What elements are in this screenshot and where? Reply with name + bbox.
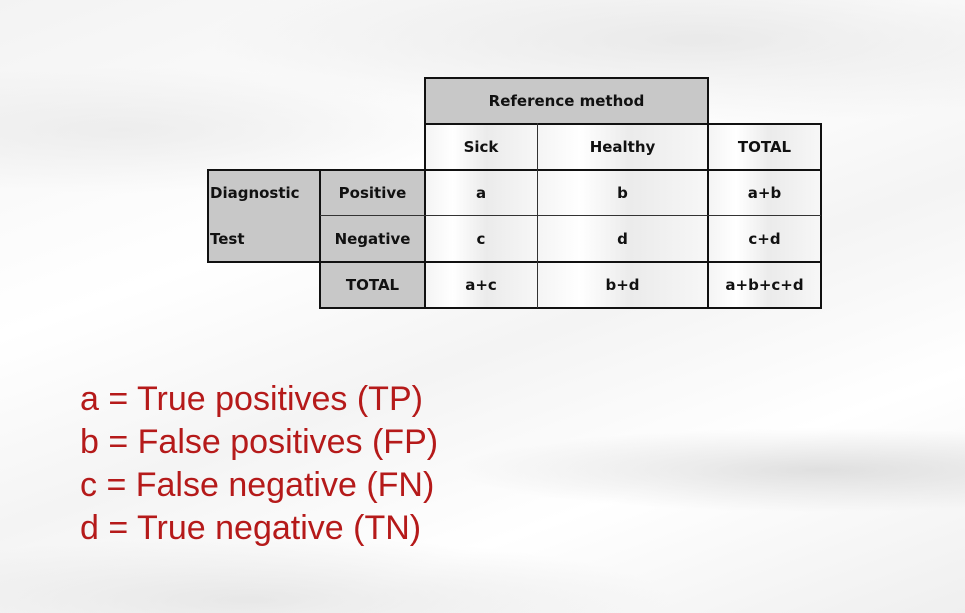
legend-item-fn: c = False negative (FN): [80, 466, 435, 504]
cell-total-sick: a+c: [425, 262, 537, 308]
column-header-healthy: Healthy: [537, 124, 708, 170]
row-group-label-diagnostic: Diagnostic: [210, 184, 300, 202]
table-border: [207, 261, 822, 263]
legend: a = True positives (TP) b = False positi…: [80, 378, 438, 550]
legend-item-tn: d = True negative (TN): [80, 509, 422, 547]
cell-negative-total: c+d: [708, 216, 821, 262]
table-border: [707, 77, 709, 308]
cell-negative-healthy: d: [537, 216, 708, 262]
table-border: [319, 307, 822, 309]
column-header-total: TOTAL: [708, 124, 821, 170]
column-header-sick: Sick: [425, 124, 537, 170]
reference-method-header: Reference method: [425, 78, 708, 124]
row-group-label-bg: [208, 170, 320, 262]
table-border: [207, 169, 822, 171]
cell-positive-sick: a: [425, 170, 537, 216]
table-gridline: [320, 215, 821, 216]
cell-total-healthy: b+d: [537, 262, 708, 308]
cell-positive-total: a+b: [708, 170, 821, 216]
cell-negative-sick: c: [425, 216, 537, 262]
table-border: [319, 169, 321, 308]
row-label-negative: Negative: [320, 216, 425, 262]
row-label-total: TOTAL: [320, 262, 425, 308]
table-border: [424, 77, 426, 308]
legend-item-tp: a = True positives (TP): [80, 380, 423, 418]
row-group-label-test: Test: [210, 230, 245, 248]
row-label-positive: Positive: [320, 170, 425, 216]
cell-positive-healthy: b: [537, 170, 708, 216]
legend-item-fp: b = False positives (FP): [80, 423, 439, 461]
table-border: [424, 77, 709, 79]
cell-total-total: a+b+c+d: [708, 262, 821, 308]
table-border: [424, 123, 822, 125]
table-border: [820, 123, 822, 308]
table-border: [207, 169, 209, 262]
